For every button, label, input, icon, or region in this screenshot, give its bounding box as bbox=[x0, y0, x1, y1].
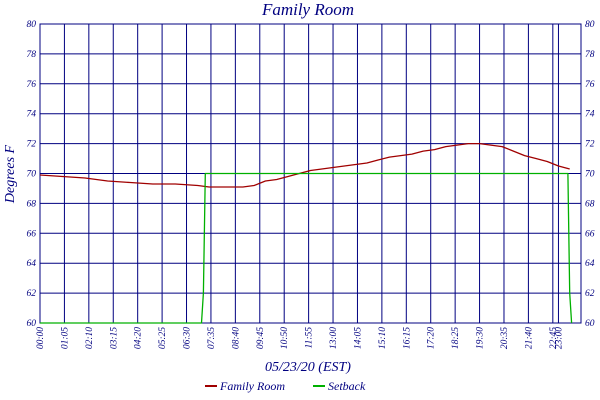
x-ticks: 00:00 01:05 02:10 03:15 04:20 05:25 06:30 07:35… bbox=[36, 327, 564, 349]
x-tick-label: 08:40 bbox=[231, 327, 241, 349]
legend-label-setback: Setback bbox=[328, 379, 366, 393]
x-tick-label: 06:30 bbox=[183, 327, 193, 349]
y-tick-label: 60 bbox=[27, 319, 37, 329]
y-tick-label: 66 bbox=[27, 229, 37, 239]
x-tick-label: 07:35 bbox=[207, 327, 217, 349]
y-tick-label: 74 bbox=[27, 110, 37, 120]
y-tick-label: 68 bbox=[27, 199, 37, 209]
x-tick-label: 03:15 bbox=[109, 327, 119, 349]
plot-frame bbox=[39, 23, 582, 324]
y-tick-label: 70 bbox=[27, 170, 37, 180]
y-tick-label-right: 76 bbox=[585, 80, 595, 90]
y-tick-label-right: 62 bbox=[585, 289, 595, 299]
y-ticks-left: 60 62 64 66 68 70 72 74 76 78 80 bbox=[27, 20, 37, 329]
y-axis-label: Degrees F bbox=[3, 144, 18, 204]
y-tick-label: 62 bbox=[27, 289, 37, 299]
y-ticks-right: 60 62 64 66 68 70 72 74 76 78 80 bbox=[585, 20, 595, 329]
x-tick-label: 04:20 bbox=[134, 327, 144, 349]
y-tick-label-right: 66 bbox=[585, 229, 595, 239]
y-tick-label: 64 bbox=[27, 259, 37, 269]
y-tick-label-right: 60 bbox=[585, 319, 595, 329]
x-tick-label: 09:45 bbox=[256, 327, 266, 349]
legend-label-family-room: Family Room bbox=[219, 379, 285, 393]
x-tick-label: 23:00 bbox=[554, 327, 564, 349]
series-line-family-room bbox=[39, 142, 570, 188]
x-tick-label: 22:45 bbox=[549, 327, 559, 349]
series-line-setback bbox=[40, 172, 573, 324]
x-tick-label: 02:10 bbox=[85, 327, 95, 349]
chart-title: Family Room bbox=[261, 0, 354, 19]
x-tick-label: 00:00 bbox=[36, 327, 46, 349]
series-layer bbox=[39, 142, 573, 324]
x-tick-label: 16:15 bbox=[402, 327, 412, 349]
x-tick-label: 18:25 bbox=[451, 327, 461, 349]
x-tick-label: 15:10 bbox=[378, 327, 388, 349]
x-tick-label: 20:35 bbox=[500, 327, 510, 349]
y-tick-label-right: 64 bbox=[585, 259, 595, 269]
x-tick-label: 19:30 bbox=[476, 327, 486, 349]
x-tick-label: 14:05 bbox=[353, 327, 363, 349]
y-tick-label-right: 72 bbox=[585, 140, 595, 150]
y-tick-label-right: 78 bbox=[585, 50, 595, 60]
y-tick-label-right: 80 bbox=[585, 20, 595, 30]
y-tick-label: 78 bbox=[27, 50, 37, 60]
y-tick-label: 80 bbox=[27, 20, 37, 30]
x-tick-label: 10:50 bbox=[280, 327, 290, 349]
y-tick-label: 72 bbox=[27, 140, 37, 150]
y-tick-label: 76 bbox=[27, 80, 37, 90]
x-axis-label: 05/23/20 (EST) bbox=[265, 360, 351, 375]
y-tick-label-right: 70 bbox=[585, 170, 595, 180]
x-tick-label: 13:00 bbox=[329, 327, 339, 349]
y-tick-label-right: 74 bbox=[585, 110, 595, 120]
x-tick-label: 11:55 bbox=[305, 327, 315, 349]
y-tick-label-right: 68 bbox=[585, 199, 595, 209]
legend: Family Room Setback bbox=[205, 379, 366, 393]
x-tick-label: 21:40 bbox=[524, 327, 534, 349]
x-tick-label: 01:05 bbox=[60, 327, 70, 349]
x-tick-label: 17:20 bbox=[427, 327, 437, 349]
x-tick-label: 05:25 bbox=[158, 327, 168, 349]
